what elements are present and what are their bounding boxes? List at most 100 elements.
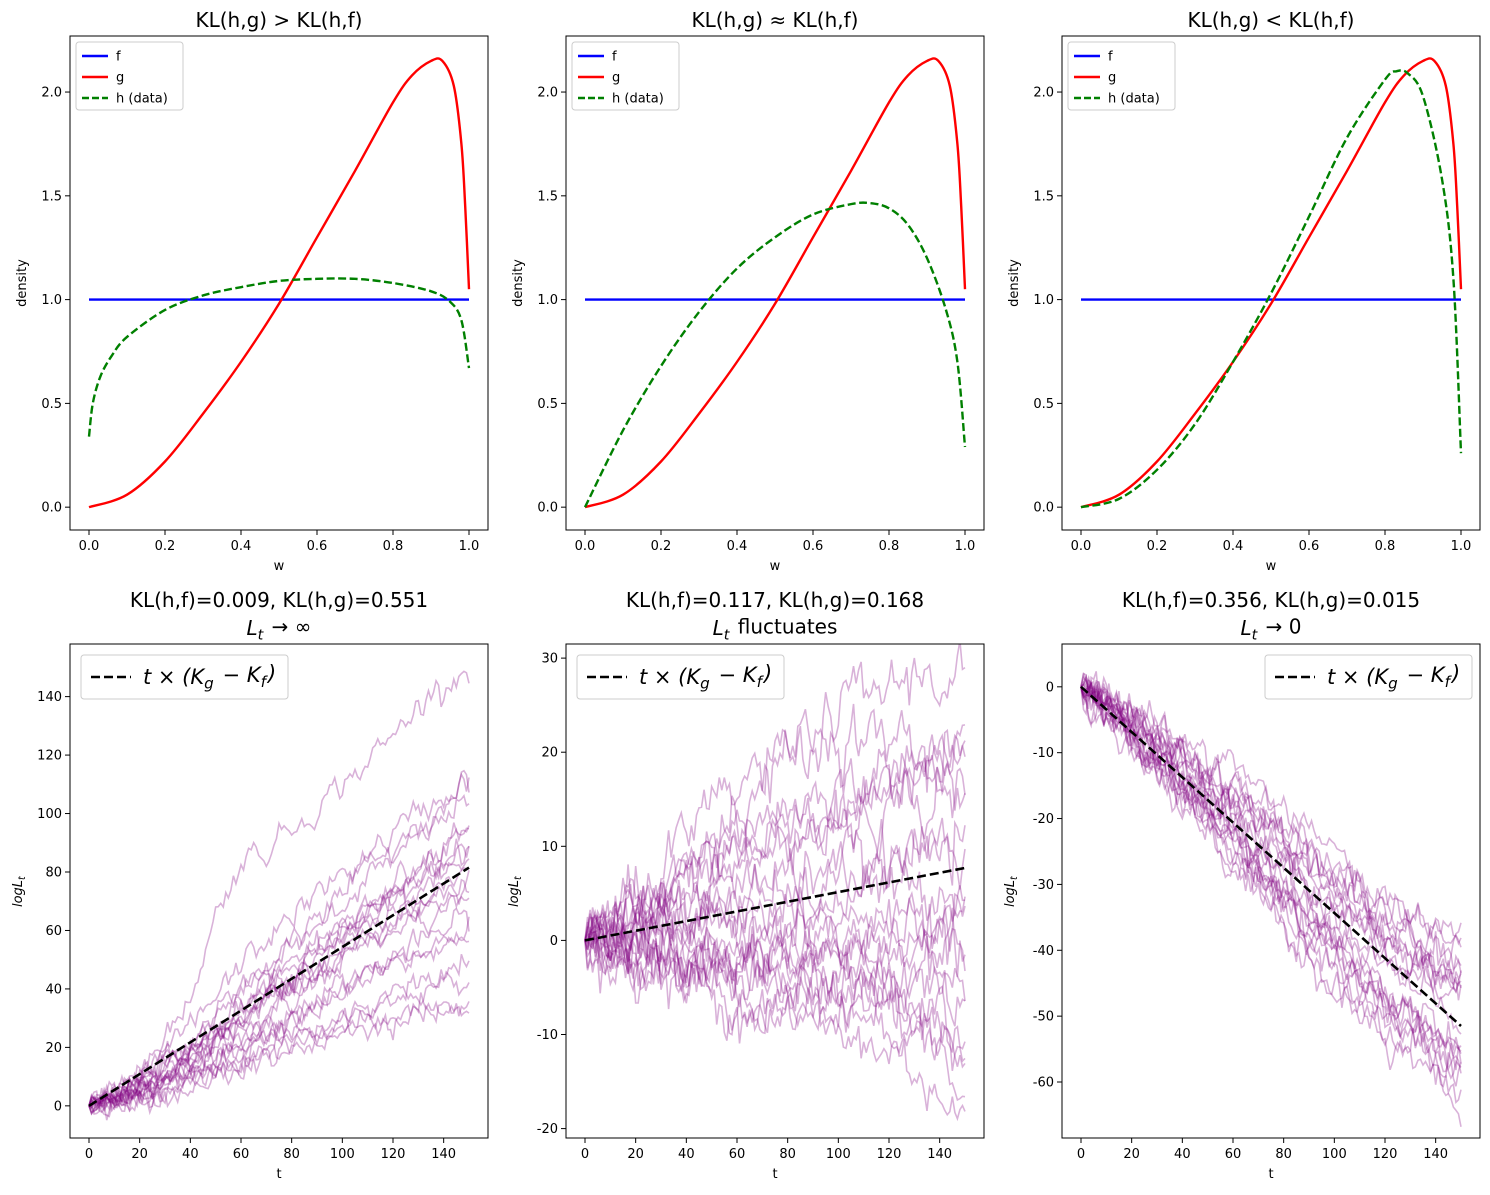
sample-path <box>88 953 470 1116</box>
legend-label: t × (Kg − Kf ) <box>1327 661 1460 692</box>
y-tick-label: 0.5 <box>537 397 558 412</box>
legend-label: g <box>1108 71 1116 86</box>
legend-label: g <box>116 71 124 86</box>
sample-path <box>1080 675 1462 1000</box>
axes-frame <box>1061 643 1481 1139</box>
y-tick-label: 20 <box>541 746 558 761</box>
sample-path <box>88 916 470 1121</box>
y-tick-label: 1.5 <box>1033 189 1054 204</box>
series-line-g <box>584 57 967 509</box>
sample-path <box>584 818 966 944</box>
plot-area <box>87 57 471 509</box>
sample-path <box>1080 685 1462 991</box>
sample-path <box>584 914 966 1027</box>
y-tick-label: 2.0 <box>41 86 62 101</box>
x-tick-label: 0.8 <box>879 539 900 554</box>
legend-frame <box>571 41 680 111</box>
y-tick-label: 0.0 <box>41 501 62 516</box>
x-tick-label: 120 <box>877 1147 902 1162</box>
x-tick-label: 0.4 <box>727 539 748 554</box>
x-tick-label: 0.0 <box>79 539 100 554</box>
legend-label: t × (Kg − Kf ) <box>143 661 276 692</box>
sample-path <box>584 860 966 965</box>
sample-path <box>1080 672 1462 969</box>
legend-label: f <box>612 50 617 65</box>
x-tick-label: 20 <box>131 1147 148 1162</box>
sample-path <box>584 892 966 1004</box>
legend-label: h (data) <box>1108 92 1160 107</box>
x-tick-label: 0.8 <box>1375 539 1396 554</box>
sample-path <box>1080 675 1462 995</box>
x-tick-label: 1.0 <box>459 539 480 554</box>
x-axis-label: t <box>772 1167 777 1182</box>
sample-path <box>1080 682 1462 1054</box>
sample-path <box>584 728 966 976</box>
y-tick-label: 30 <box>541 652 558 667</box>
plot-area <box>1080 671 1462 1127</box>
reference-line <box>88 866 470 1107</box>
y-tick-label: 1.5 <box>537 189 558 204</box>
y-tick-label: 0 <box>550 934 558 949</box>
x-tick-label: 20 <box>1123 1147 1140 1162</box>
y-tick-label: 1.0 <box>537 293 558 308</box>
y-tick-label: 60 <box>45 924 62 939</box>
x-axis-label: w <box>274 559 285 574</box>
chart-subtitle: Lt → ∞ <box>247 614 312 643</box>
subplot-6: 0 20 40 60 80 100 120 140 -60 -50 -40 -30 -20 -10 0 t lo… <box>1003 588 1481 1182</box>
sample-path <box>88 772 470 1107</box>
legend-label: f <box>1108 50 1113 65</box>
y-tick-label: -20 <box>1033 812 1054 827</box>
y-tick-label: 120 <box>37 749 62 764</box>
x-tick-label: 40 <box>1174 1147 1191 1162</box>
y-axis-label: density <box>511 259 526 307</box>
legend: t × (Kg − Kf ) <box>1264 654 1473 700</box>
x-tick-label: 0.0 <box>1071 539 1092 554</box>
x-axis-label: t <box>276 1167 281 1182</box>
y-tick-label: -30 <box>1033 878 1054 893</box>
y-tick-label: -10 <box>537 1028 558 1043</box>
chart-subtitle: Lt fluctuates <box>713 614 838 643</box>
y-tick-label: 0.5 <box>1033 397 1054 412</box>
x-tick-label: 0 <box>581 1147 589 1162</box>
sample-path <box>584 884 966 962</box>
plot-area <box>584 644 966 1122</box>
x-axis-label: w <box>1266 559 1277 574</box>
x-tick-label: 0.2 <box>651 539 672 554</box>
x-tick-label: 40 <box>182 1147 199 1162</box>
y-tick-label: 2.0 <box>537 86 558 101</box>
axes-frame <box>1061 35 1481 531</box>
y-axis-label: density <box>1007 259 1022 307</box>
legend-label: f <box>116 50 121 65</box>
y-tick-label: 20 <box>45 1041 62 1056</box>
chart-subtitle: Lt → 0 <box>1240 614 1301 643</box>
y-tick-label: -10 <box>1033 746 1054 761</box>
y-tick-label: -40 <box>1033 944 1054 959</box>
x-tick-label: 0 <box>85 1147 93 1162</box>
x-tick-label: 1.0 <box>1451 539 1472 554</box>
legend: t × (Kg − Kf ) <box>576 654 785 700</box>
x-tick-label: 60 <box>729 1147 746 1162</box>
sample-path <box>88 843 470 1111</box>
chart-title: KL(h,f)=0.117, KL(h,g)=0.168 <box>626 588 924 612</box>
sample-path <box>1080 681 1462 1087</box>
legend-label: g <box>612 71 620 86</box>
x-tick-label: 0.8 <box>383 539 404 554</box>
sample-path <box>584 766 966 957</box>
sample-path <box>88 894 470 1109</box>
sample-path <box>88 992 470 1115</box>
sample-path <box>584 923 966 1071</box>
sample-path <box>88 838 470 1111</box>
axes-frame <box>565 643 985 1139</box>
axes-frame <box>565 35 985 531</box>
legend: fg h (data) <box>1067 41 1176 111</box>
x-tick-label: 120 <box>1373 1147 1398 1162</box>
plot-area <box>88 670 470 1121</box>
legend-frame <box>1264 654 1473 700</box>
subplot-3: 0.0 0.2 0.4 0.6 0.8 1.0 0.0 0.5 1.0 1.5 2.0 w densit… <box>1007 8 1481 574</box>
sample-path <box>584 914 966 1102</box>
x-tick-label: 80 <box>283 1147 300 1162</box>
sample-path <box>1080 680 1462 1104</box>
sample-path <box>88 878 470 1107</box>
legend-frame <box>75 41 184 111</box>
y-tick-label: 140 <box>37 690 62 705</box>
